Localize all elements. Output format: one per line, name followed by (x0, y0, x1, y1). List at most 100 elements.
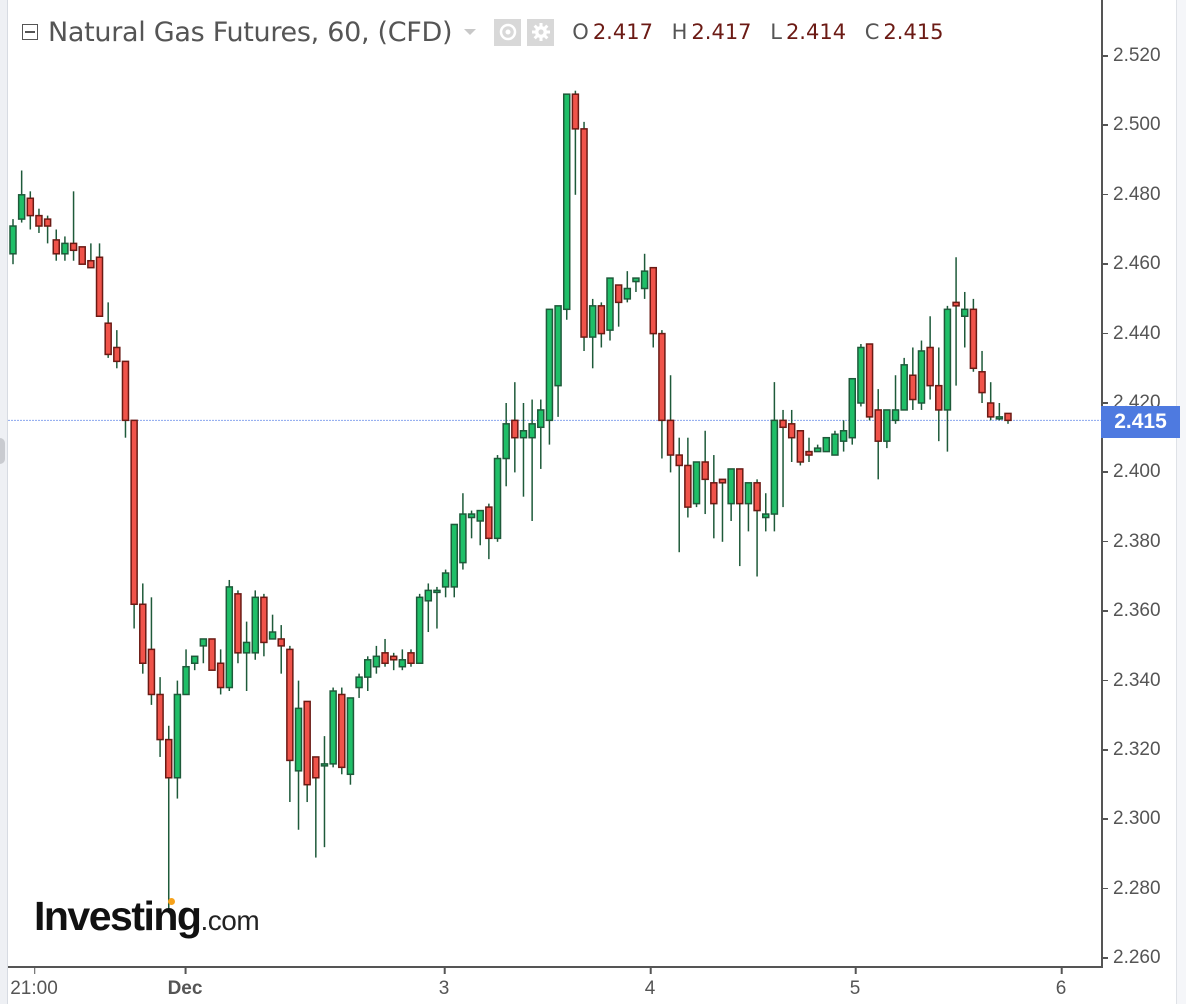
candle (779, 409, 787, 508)
candle (614, 284, 623, 327)
candle (528, 399, 536, 521)
candle (658, 330, 666, 459)
candle (675, 437, 683, 553)
price-tick: 2.500 (1103, 114, 1161, 136)
candle (87, 243, 95, 269)
candle (571, 90, 580, 195)
candle (995, 403, 1004, 421)
candle (69, 191, 78, 261)
price-axis[interactable]: 2.520 2.500 2.480 2.460 2.440 2.420 2.400 2.380… (1101, 0, 1178, 968)
candle (580, 121, 588, 351)
candle (113, 330, 121, 369)
candle (286, 645, 294, 803)
price-tick: 2.380 (1103, 531, 1161, 553)
candle (329, 687, 337, 768)
candle (260, 593, 268, 657)
time-tick: Dec (168, 968, 202, 1000)
candle (952, 257, 960, 386)
candle (909, 347, 917, 410)
collapse-icon[interactable] (22, 24, 38, 40)
logo-dot (168, 898, 175, 905)
candle (17, 170, 26, 223)
price-tick: 2.460 (1103, 253, 1161, 275)
candle (736, 468, 744, 567)
candle (640, 253, 649, 299)
candle (43, 215, 52, 244)
eye-icon[interactable] (494, 18, 522, 46)
candle (493, 455, 502, 542)
candle (986, 382, 995, 421)
panel-resize-handle[interactable] (0, 438, 5, 464)
candle (346, 697, 355, 785)
chart-plot-area[interactable] (8, 0, 1101, 966)
candle (190, 655, 199, 671)
candle (130, 419, 138, 629)
candle (562, 93, 571, 320)
candle (294, 680, 303, 830)
candle (813, 444, 822, 453)
price-tick: 2.360 (1103, 600, 1161, 622)
logo-main: Investing (34, 893, 202, 939)
candle (424, 583, 433, 633)
candle (848, 377, 857, 445)
last-price-label: 2.415 (1101, 406, 1180, 438)
candle (242, 621, 251, 692)
candle (753, 479, 761, 577)
candle (121, 360, 130, 438)
candle (545, 308, 554, 445)
candle (78, 246, 86, 265)
candle (684, 437, 692, 518)
price-tick: 2.520 (1103, 45, 1161, 67)
gear-icon[interactable] (527, 18, 555, 46)
candle (943, 305, 952, 452)
dropdown-icon[interactable] (464, 29, 477, 35)
candle (415, 593, 424, 665)
candle (701, 430, 709, 515)
left-panel-strip (0, 0, 8, 1004)
time-tick: 5 (850, 968, 860, 1000)
candle (251, 590, 260, 660)
candle (857, 344, 865, 407)
candle (450, 523, 459, 598)
candle (199, 638, 208, 664)
candle (839, 420, 848, 452)
close-label: C (864, 20, 880, 44)
candle (623, 271, 632, 303)
candle (519, 403, 528, 497)
candle (900, 357, 908, 411)
candle (277, 625, 285, 674)
candle (692, 461, 701, 508)
candle (761, 493, 770, 532)
candle (173, 680, 182, 799)
candle (787, 409, 796, 462)
candle (554, 305, 562, 417)
candle (718, 478, 727, 542)
candle (407, 649, 415, 667)
candle (978, 350, 986, 403)
candle (467, 510, 476, 539)
candle (303, 700, 311, 803)
candle (104, 302, 112, 358)
time-tick: 4 (645, 968, 655, 1000)
price-tick: 2.400 (1103, 461, 1161, 483)
candle (831, 430, 839, 456)
candle (874, 389, 882, 480)
price-tick: 2.280 (1103, 878, 1161, 900)
symbol-title[interactable]: Natural Gas Futures, 60, (CFD) (48, 16, 453, 48)
candle (95, 243, 104, 318)
price-tick: 2.340 (1103, 670, 1161, 692)
candle (917, 340, 926, 410)
candle (372, 645, 381, 674)
close-value: 2.415 (883, 20, 944, 44)
logo-suffix: .com (200, 905, 260, 936)
candle (147, 597, 156, 705)
time-axis[interactable]: 21:00 Dec 3 4 5 6 (8, 966, 1103, 1006)
candle (770, 382, 779, 532)
price-tick: 2.320 (1103, 739, 1161, 761)
candle (969, 298, 978, 372)
candle (312, 756, 320, 858)
low-value: 2.414 (785, 20, 847, 44)
candle (935, 347, 943, 442)
candle (666, 375, 675, 473)
